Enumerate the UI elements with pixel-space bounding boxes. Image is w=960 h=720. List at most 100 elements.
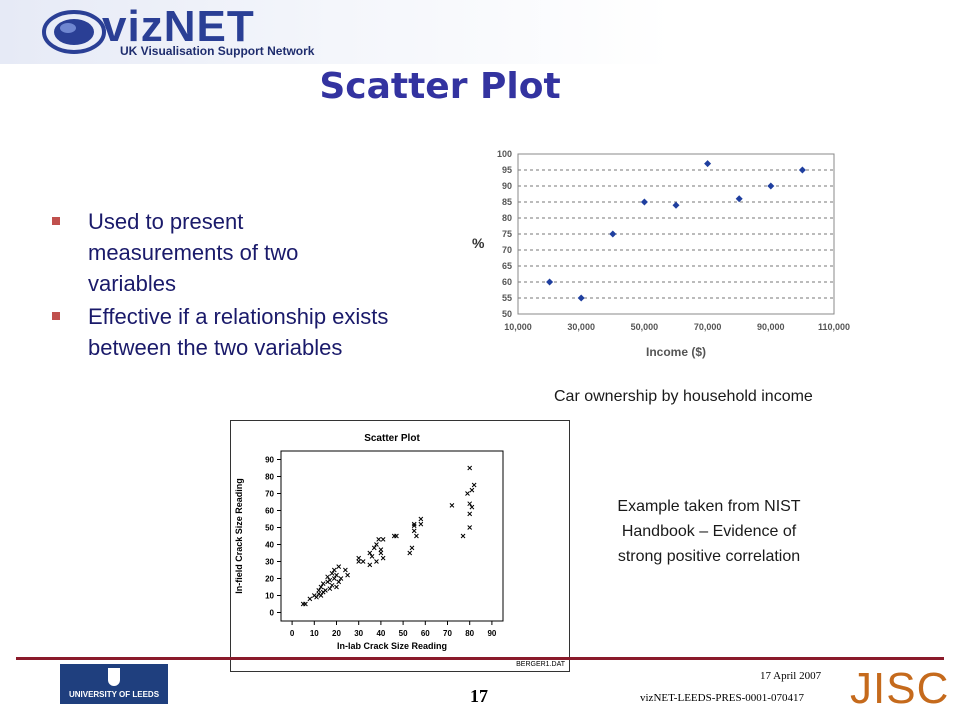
data-point — [318, 584, 324, 590]
y-tick-label: 0 — [270, 609, 275, 618]
leeds-logo-label: UNIVERSITY OF LEEDS — [68, 690, 160, 699]
data-point — [367, 562, 373, 568]
data-point — [411, 523, 417, 529]
x-tick-label: 80 — [465, 629, 474, 638]
viznet-globe-icon — [42, 10, 106, 54]
y-tick-label: 100 — [497, 149, 512, 159]
data-point — [467, 465, 473, 471]
data-point — [471, 482, 477, 488]
income-scatter-chart: 50 55 60 65 70 75 80 85 90 95 100 10,000 30,000 50,00… — [472, 149, 850, 359]
x-tick-label: 110,000 — [818, 322, 850, 332]
data-point — [467, 511, 473, 517]
slide-title: Scatter Plot — [319, 66, 561, 107]
y-tick-label: 75 — [502, 229, 512, 239]
data-point — [378, 547, 384, 552]
y-tick-label: 95 — [502, 165, 512, 175]
crack-scatter-chart: Scatter Plot 0 10 20 30 40 50 60 70 80 90 0 10 20 30 40… — [234, 433, 566, 668]
viznet-logo-subtitle: UK Visualisation Support Network — [120, 44, 315, 58]
data-point — [411, 528, 417, 534]
x-tick-label: 50 — [399, 629, 408, 638]
data-point — [320, 581, 326, 586]
y-tick-label: 60 — [265, 507, 274, 516]
data-point — [798, 166, 806, 174]
data-point — [360, 559, 366, 564]
data-point — [609, 230, 617, 238]
data-point — [374, 542, 379, 547]
nist-chart-caption: Example taken from NIST Handbook – Evide… — [617, 498, 801, 565]
data-point — [380, 537, 386, 542]
data-point — [334, 584, 339, 590]
data-point — [467, 501, 473, 507]
page-number: 17 — [470, 686, 488, 706]
viznet-logo: vizNET UK Visualisation Support Network — [40, 2, 340, 62]
y-tick-label: 80 — [265, 473, 274, 482]
plot-frame — [517, 153, 835, 315]
data-point — [374, 559, 379, 564]
data-point — [418, 521, 424, 527]
data-point — [367, 550, 373, 556]
y-tick-label: 10 — [265, 592, 274, 601]
x-tick-label: 10,000 — [504, 322, 532, 332]
data-point — [327, 586, 333, 592]
data-point — [418, 516, 424, 522]
bullet-list: Used to present measurements of two vari… — [52, 206, 392, 365]
x-tick-label: 0 — [290, 629, 295, 638]
data-point — [369, 554, 375, 559]
y-tick-label: 85 — [502, 197, 512, 207]
data-point — [414, 533, 419, 539]
y-tick-label: 50 — [265, 524, 274, 533]
square-bullet-icon — [52, 312, 60, 320]
footer-date: 17 April 2007 — [760, 670, 822, 682]
x-axis-label: Income ($) — [646, 345, 706, 359]
data-point — [767, 182, 775, 190]
data-point — [411, 521, 417, 527]
header-banner: vizNET UK Visualisation Support Network — [0, 0, 960, 64]
data-point — [327, 577, 333, 583]
data-point — [316, 588, 322, 593]
square-bullet-icon — [52, 217, 60, 225]
y-tick-label: 90 — [265, 456, 274, 465]
data-point — [338, 576, 344, 581]
data-point — [323, 588, 328, 593]
jisc-logo: JISC — [850, 664, 950, 713]
footer-reference: vizNET-LEEDS-PRES-0001-070417 — [640, 692, 804, 704]
bullet-text: Used to present measurements of two vari… — [88, 209, 299, 296]
x-tick-label: 50,000 — [631, 322, 659, 332]
leeds-crest-icon — [108, 668, 120, 686]
x-tick-label: 90,000 — [757, 322, 785, 332]
data-point — [307, 596, 313, 602]
data-point — [409, 545, 415, 551]
data-point — [356, 555, 362, 561]
data-point — [577, 294, 585, 302]
y-tick-label: 60 — [502, 277, 512, 287]
data-point — [343, 567, 348, 573]
data-point — [449, 503, 455, 508]
x-tick-label: 30,000 — [567, 322, 595, 332]
chart-title: Scatter Plot — [364, 433, 420, 444]
data-point — [303, 601, 308, 607]
data-point — [640, 198, 648, 206]
x-tick-label: 70,000 — [694, 322, 722, 332]
data-point — [735, 195, 743, 203]
university-of-leeds-logo: UNIVERSITY OF LEEDS — [60, 664, 168, 704]
data-point — [371, 545, 377, 551]
x-axis-label: In-lab Crack Size Reading — [337, 641, 447, 651]
y-tick-label: 50 — [502, 309, 512, 319]
x-tick-label: 20 — [332, 629, 341, 638]
y-tick-label: 30 — [265, 558, 274, 567]
data-point — [469, 487, 475, 493]
income-chart-caption: Car ownership by household income — [554, 388, 813, 405]
data-point — [672, 201, 680, 209]
data-point — [345, 572, 350, 578]
data-point — [394, 533, 399, 539]
y-axis-label: In-field Crack Size Reading — [234, 478, 244, 594]
y-tick-label: 20 — [265, 575, 274, 584]
data-point — [378, 550, 384, 556]
y-tick-label: 40 — [265, 541, 274, 550]
y-tick-label: 90 — [502, 181, 512, 191]
data-point — [460, 533, 466, 539]
x-tick-label: 70 — [443, 629, 452, 638]
data-point — [469, 504, 475, 510]
data-point — [546, 278, 554, 286]
data-point — [325, 574, 330, 580]
